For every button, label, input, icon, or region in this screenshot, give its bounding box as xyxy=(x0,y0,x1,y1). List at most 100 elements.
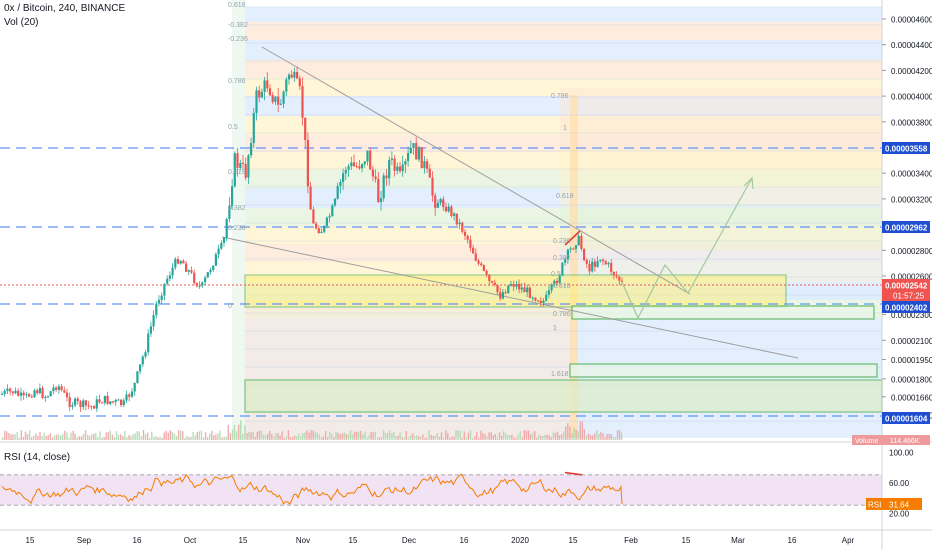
volume-bar xyxy=(610,434,612,440)
symbol-legend[interactable]: 0x / Bitcoin, 240, BINANCE xyxy=(4,3,126,14)
volume-bar xyxy=(426,437,428,440)
volume-bar xyxy=(115,431,118,440)
volume-bar xyxy=(391,433,393,440)
volume-bar xyxy=(180,430,182,440)
volume-bar xyxy=(581,421,583,440)
candle-body xyxy=(82,400,85,408)
candle-body xyxy=(455,213,458,225)
volume-bar xyxy=(430,435,432,440)
volume-bar xyxy=(515,437,517,440)
volume-bar xyxy=(213,435,215,440)
candle-body xyxy=(612,272,615,276)
candle-body xyxy=(271,95,274,102)
volume-bar xyxy=(31,437,33,440)
volume-bar xyxy=(4,430,6,440)
volume-bar xyxy=(496,437,499,440)
fib-level-label: 0.786 xyxy=(553,311,571,318)
candle-body xyxy=(485,270,488,275)
candle-body xyxy=(493,282,496,285)
volume-bar xyxy=(358,431,360,440)
volume-bar xyxy=(264,435,267,440)
fib-level-label: 0.382 xyxy=(228,205,246,212)
rsi-legend[interactable]: RSI (14, close) xyxy=(4,452,71,463)
candle-body xyxy=(352,162,356,167)
volume-bar xyxy=(231,429,234,440)
volume-bar xyxy=(126,436,128,440)
price-axis[interactable]: 0.00004600 0.00004400 0.00004200 0.00004000… xyxy=(882,16,932,421)
volume-bar xyxy=(300,436,302,440)
volume-bar xyxy=(151,431,153,440)
volume-bar xyxy=(155,436,157,440)
volume-legend[interactable]: Vol (20) xyxy=(4,17,39,28)
volume-bar xyxy=(281,431,283,440)
price-tick-label: 0.00004600 xyxy=(891,16,932,25)
candle-body xyxy=(374,176,377,179)
volume-bar xyxy=(521,437,523,440)
rsi-axis[interactable]: 100.00 60.00 20.00 RSI 31.64 xyxy=(866,449,922,519)
level-tag-3558-text: 0.00003558 xyxy=(885,145,928,154)
volume-bar xyxy=(360,430,362,440)
volume-bar xyxy=(41,436,43,440)
volume-bar xyxy=(144,434,147,440)
candle-body xyxy=(488,274,491,281)
candle-body xyxy=(496,284,499,293)
candlestick-series xyxy=(0,66,624,413)
volume-bar xyxy=(455,430,457,440)
candle-body xyxy=(499,292,502,299)
volume-bar xyxy=(153,436,155,440)
volume-bar xyxy=(463,431,465,440)
candle-body xyxy=(333,198,337,206)
volume-bar xyxy=(35,433,37,440)
candle-body xyxy=(60,386,63,391)
volume-bar xyxy=(382,430,385,440)
fib-level-label: 0 xyxy=(228,303,232,310)
volume-bar xyxy=(175,436,178,440)
volume-bar xyxy=(215,434,217,440)
volume-bar xyxy=(277,433,279,440)
candle-body xyxy=(482,265,485,271)
candle-body xyxy=(336,185,339,199)
candle-body xyxy=(120,399,123,406)
candle-body xyxy=(388,160,391,179)
price-tick-label: 0.00002300 xyxy=(891,311,932,320)
candle-body xyxy=(30,396,33,398)
candle-body xyxy=(125,394,128,401)
volume-bar xyxy=(602,433,604,440)
candle-body xyxy=(320,231,323,233)
volume-bar xyxy=(186,436,188,440)
fib-band xyxy=(245,78,882,96)
fib-level-label: 0.236 xyxy=(228,225,246,232)
candle-body xyxy=(57,386,60,390)
volume-bar xyxy=(600,431,602,440)
candle-body xyxy=(523,287,526,293)
candle-body xyxy=(65,392,69,398)
volume-bar xyxy=(525,430,528,440)
volume-value-text: 114.466K xyxy=(890,438,920,445)
volume-bar xyxy=(542,435,544,440)
candle-body xyxy=(282,91,285,104)
volume-bar xyxy=(577,431,579,440)
volume-bar xyxy=(117,434,120,440)
candle-body xyxy=(209,269,212,273)
time-axis[interactable]: 15 Sep 16 Oct 15 Nov 15 Dec 16 2020 15 Feb 15 Mar 16 Ap… xyxy=(26,536,855,545)
candle-body xyxy=(38,388,41,394)
volume-bar xyxy=(534,431,536,440)
candle-body xyxy=(84,400,87,406)
volume-bar xyxy=(14,434,16,440)
candle-body xyxy=(480,263,483,266)
volume-bar xyxy=(204,432,207,440)
candle-body xyxy=(260,92,263,98)
time-tick-label: Feb xyxy=(624,536,638,545)
volume-bar xyxy=(74,433,76,440)
volume-bar xyxy=(511,434,513,440)
candle-body xyxy=(298,78,301,87)
volume-bar xyxy=(76,437,78,440)
fib-level-label: 0.618 xyxy=(228,169,246,176)
candle-body xyxy=(507,285,510,294)
candle-body xyxy=(160,295,163,300)
price-tick-label: 0.00004000 xyxy=(891,93,932,102)
volume-bar xyxy=(407,437,410,440)
volume-bar xyxy=(322,436,325,440)
volume-bar xyxy=(612,436,614,440)
volume-bar xyxy=(196,432,198,440)
